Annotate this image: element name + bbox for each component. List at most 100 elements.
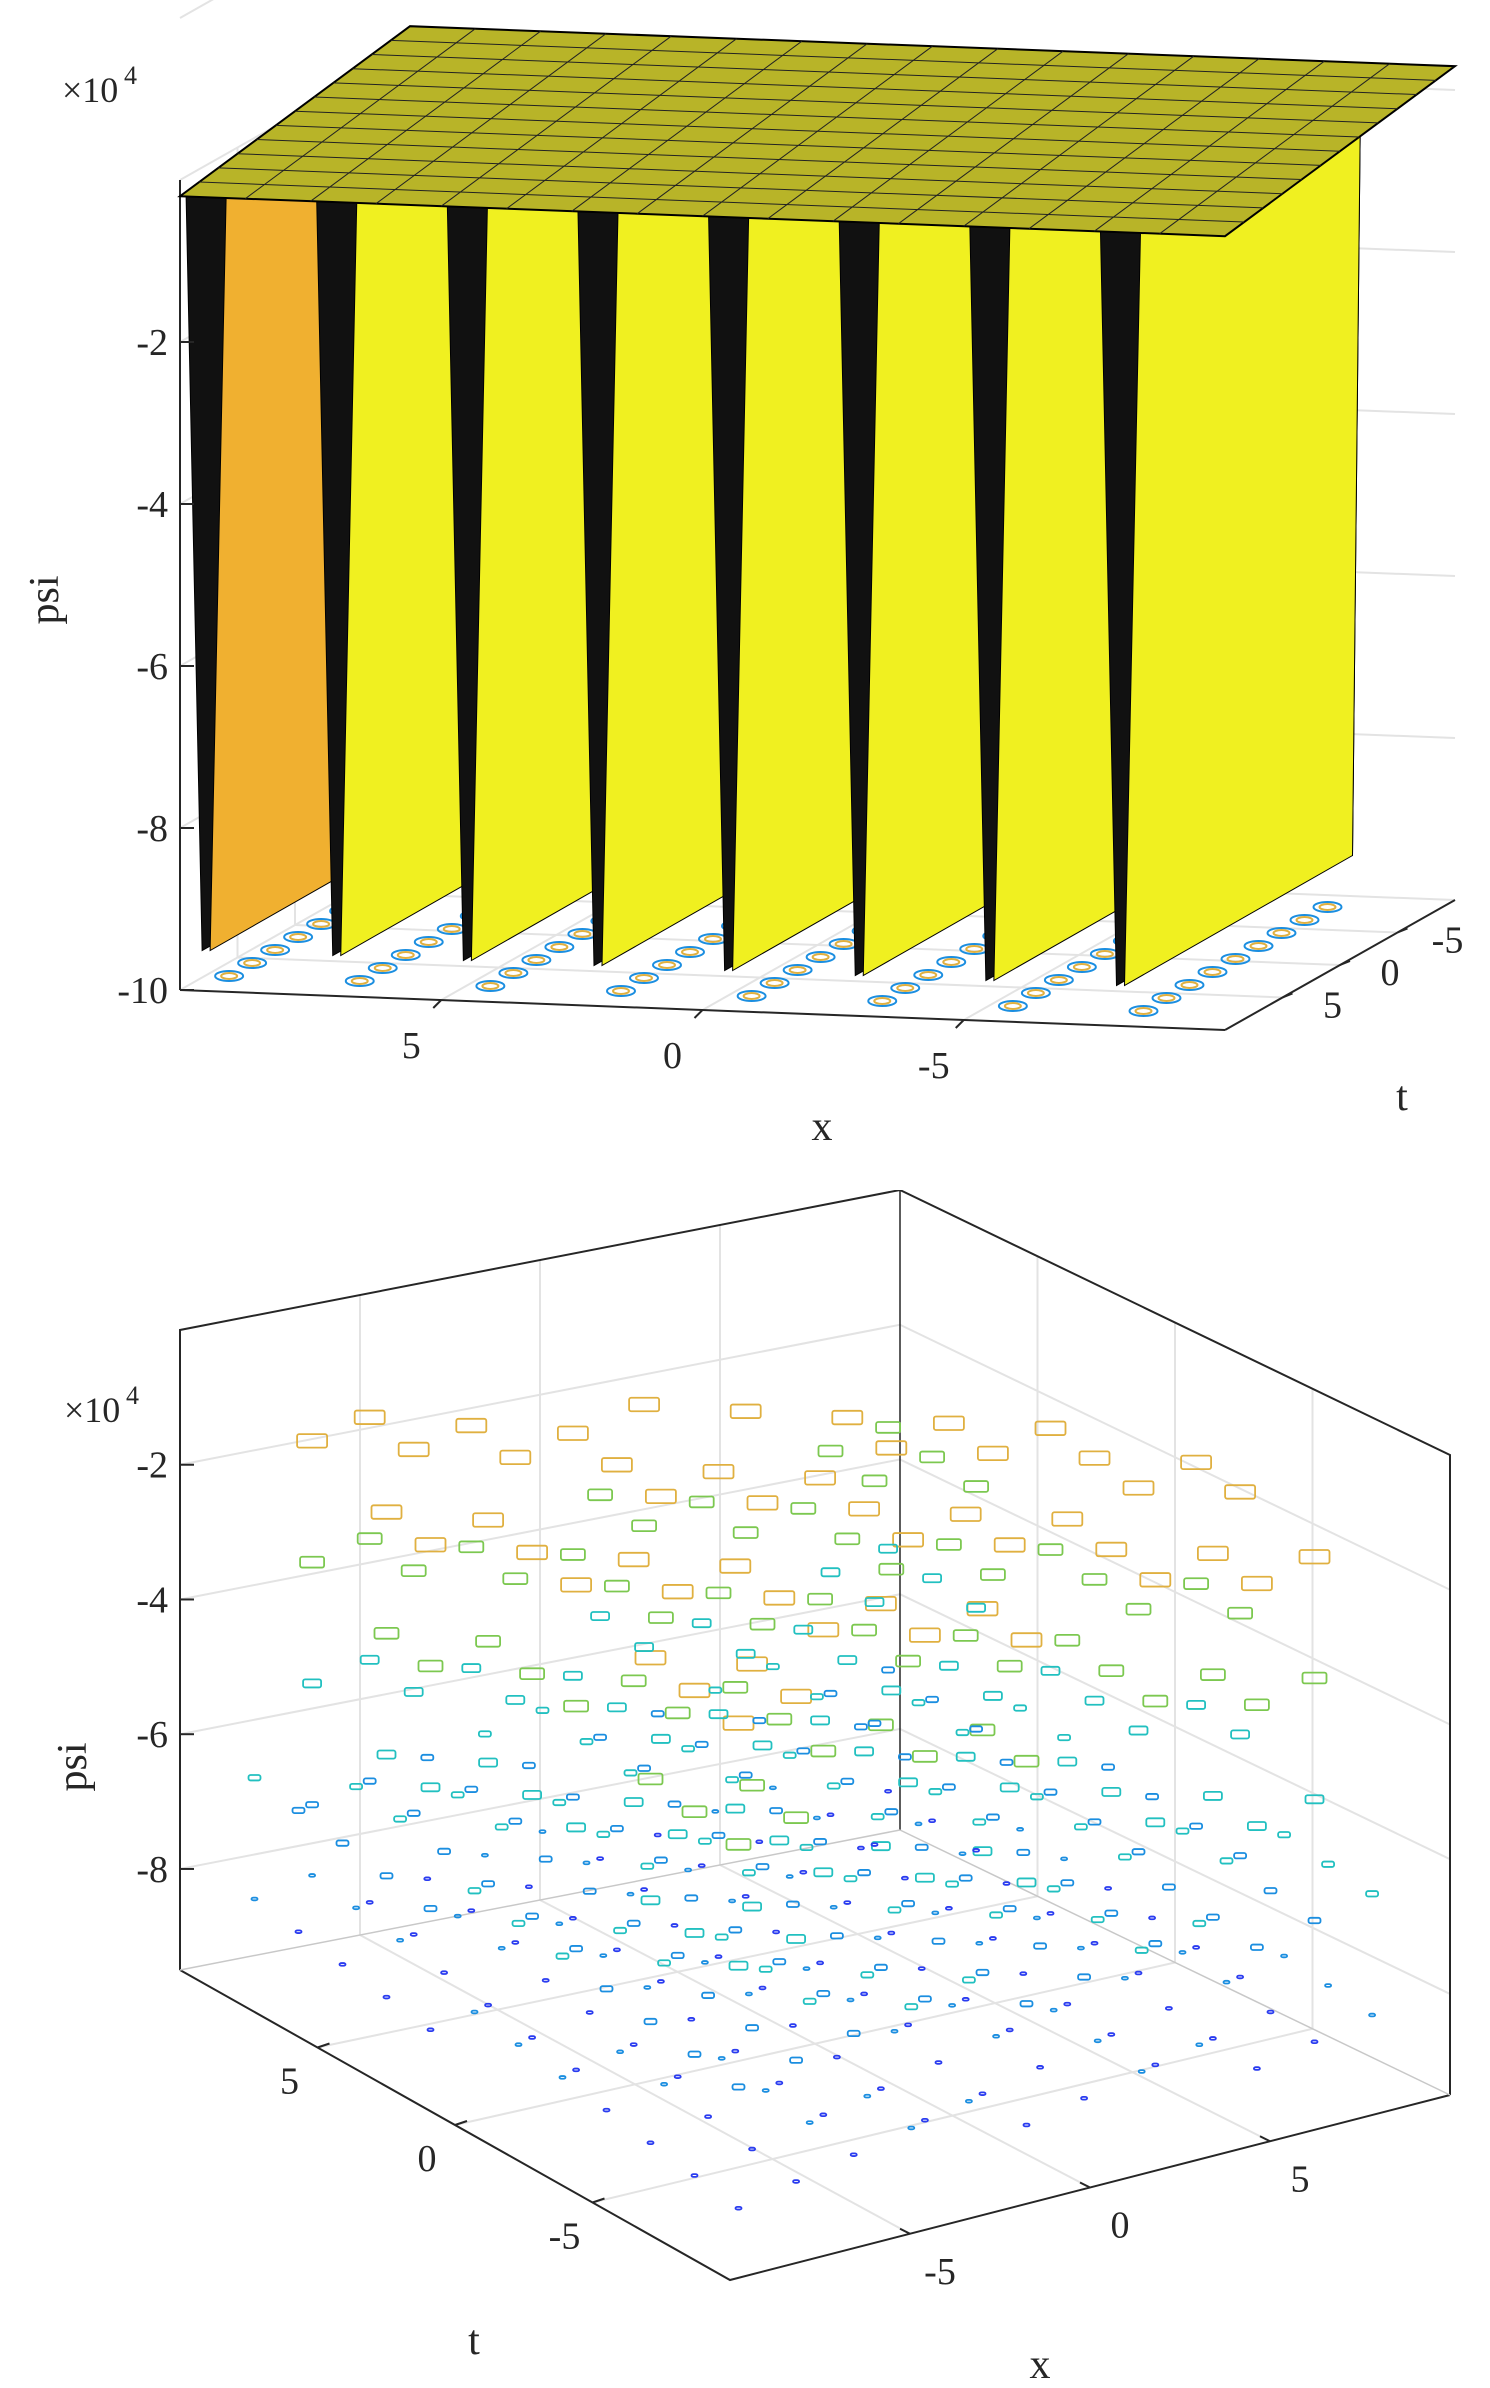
contour-ring	[555, 1921, 564, 1927]
base-contour	[504, 969, 523, 977]
base-contour	[544, 941, 575, 953]
contour-ring	[1081, 1573, 1108, 1586]
contour-ring	[604, 1579, 630, 1593]
contour-ring	[602, 2107, 611, 2113]
base-contour	[681, 948, 699, 956]
contour-ring	[640, 1887, 648, 1892]
contour-ring	[1209, 2036, 1217, 2041]
base-contour	[1026, 989, 1045, 997]
contour3-ticks: -8 -6 -4 -2 -5 0 5 -5 0 5	[136, 1445, 1309, 2293]
contour-ring	[952, 1629, 979, 1642]
grid-line	[454, 1961, 1176, 2126]
contour-ring	[1148, 1940, 1163, 1948]
grid-line	[179, 0, 214, 19]
contour-ring	[837, 1655, 858, 1666]
base-contour	[1226, 955, 1245, 963]
contour-ring	[909, 1627, 941, 1643]
contour-ring	[813, 1838, 827, 1846]
contour-ring	[766, 1662, 780, 1671]
yaxis-label: t	[1396, 1074, 1408, 1120]
base-contour	[867, 995, 898, 1007]
contour-ring	[972, 1818, 987, 1826]
contour-ring	[1036, 2065, 1044, 2070]
contour-ring	[541, 1978, 550, 1983]
contour-ring	[799, 1843, 814, 1852]
contour-ring	[1189, 1822, 1203, 1830]
contour-ring	[807, 1622, 840, 1638]
contour-ring	[958, 1874, 973, 1882]
ttick-mark	[454, 2120, 468, 2126]
contour-ring	[1122, 1480, 1155, 1496]
contour-ring	[1145, 1793, 1159, 1801]
contour-ring	[878, 1543, 898, 1554]
contour-ring	[1200, 1668, 1226, 1681]
contour-ring	[356, 1532, 383, 1545]
xaxis-label: x	[812, 1104, 833, 1150]
xtick-label: -5	[924, 2251, 956, 2293]
contour-ring	[1142, 1694, 1169, 1708]
contour-ring	[535, 1706, 550, 1714]
contour-ring	[1137, 2069, 1146, 2074]
grid-line	[179, 1727, 1451, 1995]
contour-ring	[1148, 1915, 1156, 1921]
ttick-mark	[1339, 960, 1351, 966]
contour-ring	[931, 1910, 940, 1916]
contour-ring	[667, 1800, 682, 1808]
contour-ring	[820, 1567, 841, 1578]
contour-ring	[725, 1838, 752, 1851]
contour-ring	[670, 1951, 685, 1960]
contour-ring	[1060, 1879, 1075, 1887]
contour-ring	[1022, 2122, 1031, 2128]
contour-ring	[999, 1782, 1020, 1793]
contour-ring	[566, 1822, 586, 1833]
contour-ring	[481, 1880, 496, 1888]
box-floor-back	[899, 1829, 1451, 2096]
contour-ring	[942, 1783, 956, 1791]
base-contour	[811, 953, 830, 961]
contour-ring	[729, 1403, 762, 1419]
contour-ring	[780, 1688, 812, 1705]
contour-ring	[514, 2042, 523, 2047]
contour-ring	[505, 1694, 526, 1705]
contour-ring	[939, 1660, 959, 1671]
contour-ring	[711, 1809, 720, 1814]
contour-ring	[478, 1757, 499, 1768]
base-contour	[289, 933, 308, 941]
contour-ring	[599, 1985, 614, 1993]
contour-ring	[522, 1790, 542, 1800]
contour-ring	[563, 1670, 583, 1681]
contour-ring	[640, 1862, 655, 1870]
contour-ring	[525, 1884, 533, 1889]
base-contour	[1266, 927, 1297, 939]
contour-ring	[1054, 1633, 1081, 1647]
xtick-mark	[899, 2227, 911, 2235]
contour-ring	[921, 2117, 929, 2123]
contour-ring	[596, 1856, 604, 1861]
contour-ring	[1030, 1793, 1044, 1801]
contour-ring	[831, 1409, 864, 1426]
base-contour	[413, 936, 444, 948]
contour-ring	[657, 1959, 671, 1967]
base-contour	[1151, 992, 1182, 1004]
contour-ring	[1131, 1848, 1146, 1856]
contour-ring	[426, 2027, 435, 2033]
contour-ring	[728, 1960, 749, 1971]
contour-ring	[969, 1725, 983, 1733]
contour-ring	[626, 1919, 641, 1927]
base-contour	[390, 949, 421, 961]
contour-ring	[294, 1929, 303, 1934]
base-contour	[890, 982, 921, 994]
base-contour	[1049, 976, 1068, 984]
contour-ring	[1222, 1979, 1231, 1985]
contour-ring	[785, 1874, 794, 1879]
base-contour	[243, 959, 262, 967]
contour-ring	[1078, 1450, 1111, 1466]
contour-ring	[1266, 2009, 1275, 2015]
box-outline	[179, 1188, 1451, 2095]
contour-ring	[653, 1832, 662, 1838]
contour-ring	[620, 1674, 647, 1688]
contour-ring	[1253, 2066, 1261, 2071]
contour-ring	[1304, 1794, 1325, 1805]
contour-ring	[634, 1642, 654, 1652]
contour-ring	[702, 1463, 735, 1480]
